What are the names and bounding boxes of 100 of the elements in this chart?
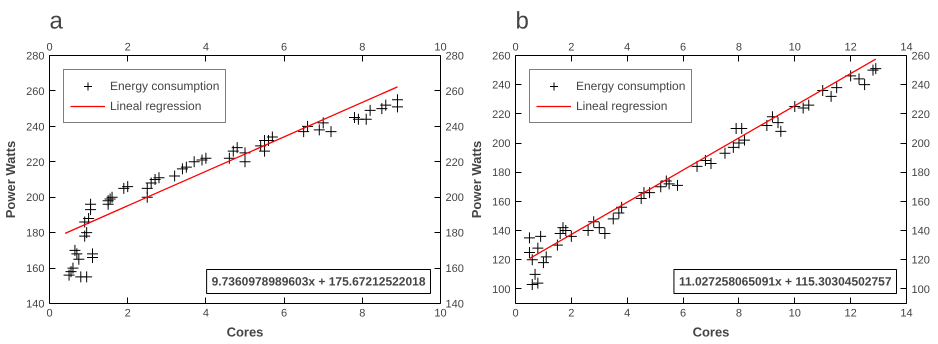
y-tick-label: 100 xyxy=(492,284,511,296)
point xyxy=(825,90,838,102)
x2-tick-label: 6 xyxy=(680,308,686,320)
point xyxy=(65,266,78,278)
x-tick-label: 6 xyxy=(680,42,686,54)
point xyxy=(705,157,717,170)
point xyxy=(760,120,773,132)
point xyxy=(231,142,244,154)
x-tick-label: 12 xyxy=(844,42,857,54)
point xyxy=(532,277,544,290)
y2-tick-label: 200 xyxy=(446,192,464,204)
point xyxy=(72,253,85,266)
x2-tick-label: 4 xyxy=(624,308,630,320)
y2-tick-label: 180 xyxy=(912,167,930,180)
y2-tick-label: 160 xyxy=(912,196,930,208)
y2-tick-label: 160 xyxy=(446,263,464,276)
point xyxy=(122,180,134,193)
x-tick-label: 2 xyxy=(568,42,574,54)
x2-tick-label: 8 xyxy=(359,308,366,320)
x2-tick-label: 2 xyxy=(124,308,131,320)
y2-tick-label: 220 xyxy=(446,156,464,169)
y-tick-label: 140 xyxy=(492,226,511,238)
chart-title: b xyxy=(516,8,529,34)
y-tick-label: 180 xyxy=(26,228,45,240)
y-tick-label: 220 xyxy=(492,108,511,121)
point xyxy=(266,130,278,143)
point xyxy=(816,84,829,97)
point xyxy=(866,64,879,76)
x-tick-label: 4 xyxy=(202,42,209,54)
x2-tick-label: 2 xyxy=(568,308,574,320)
point xyxy=(844,70,857,82)
point xyxy=(526,254,538,266)
point xyxy=(788,100,801,113)
y2-tick-label: 140 xyxy=(912,226,930,238)
point xyxy=(80,270,93,283)
x-tick-label: 8 xyxy=(736,42,742,54)
legend-label: Energy consumption xyxy=(110,79,220,93)
point xyxy=(196,154,208,166)
x2-tick-label: 12 xyxy=(844,308,857,320)
x2-tick-label: 4 xyxy=(202,308,209,320)
y-tick-label: 280 xyxy=(26,50,45,62)
point xyxy=(565,230,578,242)
y-tick-label: 260 xyxy=(26,86,45,98)
point xyxy=(593,222,606,234)
point xyxy=(766,110,778,123)
point xyxy=(141,191,154,204)
point xyxy=(532,242,544,254)
point xyxy=(380,99,392,112)
point xyxy=(258,145,271,158)
point xyxy=(118,182,130,194)
point xyxy=(534,230,547,242)
point xyxy=(774,125,787,138)
x-tick-label: 10 xyxy=(788,42,801,54)
y-tick-label: 220 xyxy=(26,156,45,169)
point xyxy=(598,227,611,240)
point xyxy=(830,82,843,94)
y-tick-label: 240 xyxy=(26,121,45,134)
point xyxy=(870,62,882,75)
y-tick-label: 180 xyxy=(492,167,511,180)
point xyxy=(149,174,162,186)
x2-tick-label: 14 xyxy=(900,308,913,320)
y2-tick-label: 140 xyxy=(446,298,464,310)
legend-label: Energy consumption xyxy=(576,79,686,93)
point xyxy=(391,94,404,106)
y2-tick-label: 200 xyxy=(912,138,930,150)
y2-tick-label: 100 xyxy=(912,284,930,296)
point xyxy=(523,232,536,244)
legend-label: Lineal regression xyxy=(576,99,668,113)
point xyxy=(772,116,784,129)
point xyxy=(70,248,83,260)
x-tick-label: 6 xyxy=(281,42,288,54)
x2-tick-label: 10 xyxy=(788,308,801,320)
point xyxy=(551,239,564,252)
y2-tick-label: 220 xyxy=(912,108,930,121)
y2-tick-label: 260 xyxy=(446,86,464,98)
y-tick-label: 240 xyxy=(492,80,511,92)
point xyxy=(200,152,212,164)
x2-tick-label: 0 xyxy=(512,308,519,320)
point xyxy=(80,226,93,239)
point xyxy=(360,113,372,126)
x2-tick-label: 6 xyxy=(281,308,288,320)
annotation: 9.7360978989603x + 175.67212522018 xyxy=(212,274,426,288)
y-axis-title: Power Watts xyxy=(3,140,18,218)
y2-tick-label: 240 xyxy=(912,80,930,92)
point xyxy=(78,216,91,228)
y-axis-title: Power Watts xyxy=(469,140,484,218)
x-axis-title: Cores xyxy=(692,324,730,340)
legend-label: Lineal regression xyxy=(110,99,202,113)
y-tick-label: 160 xyxy=(492,196,511,208)
point xyxy=(84,198,97,210)
y-tick-label: 200 xyxy=(26,192,45,204)
point xyxy=(325,126,338,138)
point xyxy=(348,112,360,124)
x-tick-label: 0 xyxy=(512,42,519,54)
y2-tick-label: 260 xyxy=(912,50,930,62)
x-tick-label: 10 xyxy=(434,42,447,54)
x-tick-label: 2 xyxy=(124,42,131,54)
chart-title: a xyxy=(50,8,64,34)
y2-tick-label: 280 xyxy=(446,50,464,62)
point xyxy=(68,244,81,256)
